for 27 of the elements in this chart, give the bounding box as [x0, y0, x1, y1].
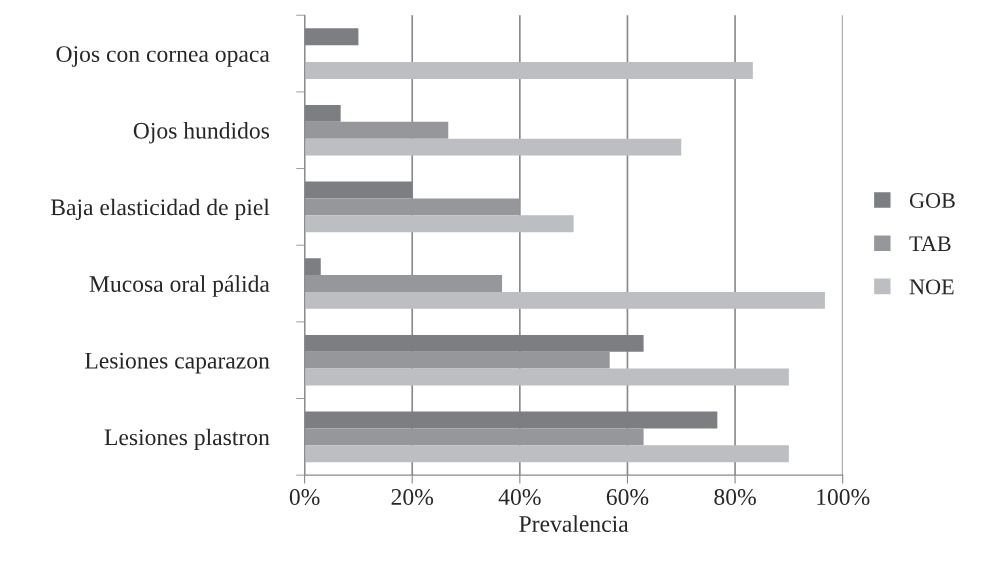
x-axis-title: Prevalencia	[519, 515, 629, 532]
bar	[304, 138, 682, 156]
bar	[304, 215, 574, 233]
legend-label: TAB	[909, 236, 951, 252]
bar	[304, 275, 503, 292]
y-tick-label: Ojos hundidos	[133, 122, 270, 144]
x-tick-label: 60%	[606, 489, 649, 506]
bar	[304, 445, 789, 463]
bar	[304, 291, 825, 309]
bar	[304, 351, 610, 369]
y-tick-label: Ojos con cornea opaca	[56, 46, 270, 67]
legend-label: NOE	[909, 279, 954, 295]
x-tick-label: 100%	[817, 489, 870, 506]
bar	[304, 428, 644, 446]
x-tick-label: 0%	[289, 489, 320, 506]
bar	[304, 368, 789, 386]
y-tick-label: Mucosa oral pálida	[89, 275, 270, 297]
y-tick-label: Lesiones plastron	[104, 428, 270, 451]
y-tick-label: Lesiones caparazon	[85, 352, 270, 374]
x-tick-label: 20%	[391, 489, 434, 506]
x-tick-label: 40%	[498, 489, 541, 506]
bar	[304, 62, 753, 79]
y-tick-label: Baja elasticidad de piel	[50, 198, 270, 221]
bar	[304, 198, 520, 216]
x-tick-label: 80%	[714, 489, 756, 506]
bar	[304, 121, 449, 139]
legend-label: GOB	[909, 193, 955, 208]
